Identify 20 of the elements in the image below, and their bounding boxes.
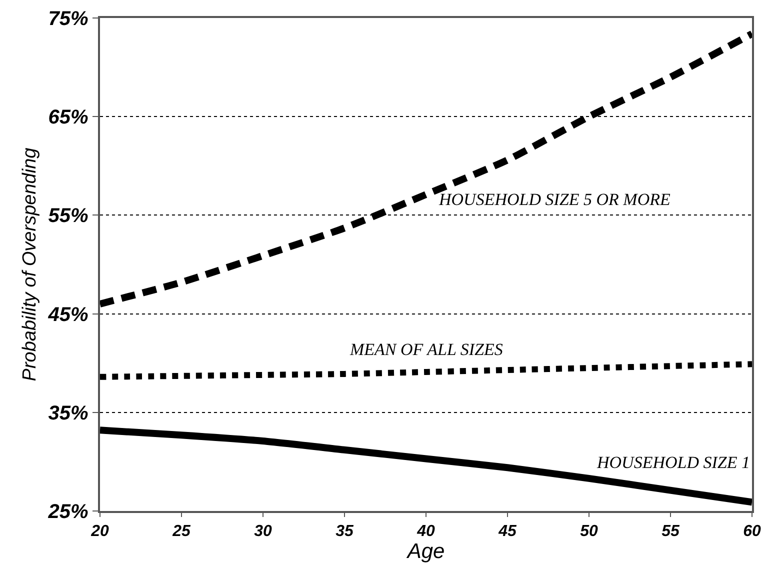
x-tick-label: 50 [580, 522, 598, 540]
y-axis-title: Probability of Overspending [20, 147, 41, 382]
y-tick-label: 65% [48, 106, 88, 129]
y-tick-label: 35% [48, 402, 88, 424]
x-tick-label: 45 [498, 522, 518, 540]
y-tick-label: 25% [47, 501, 88, 523]
y-tick-label: 75% [48, 8, 88, 30]
y-tick-label: 45% [47, 304, 88, 326]
series-label: MEAN OF ALL SIZES [349, 340, 504, 359]
x-axis-title: Age [405, 540, 445, 563]
series-label: HOUSEHOLD SIZE 5 OR MORE [438, 190, 671, 209]
series-label: HOUSEHOLD SIZE 1 [596, 453, 750, 472]
x-tick-label: 25 [172, 522, 192, 540]
y-tick-label: 55% [48, 205, 88, 228]
x-tick-label: 55 [662, 522, 680, 540]
x-tick-label: 30 [254, 522, 272, 540]
x-tick-label: 60 [743, 522, 761, 540]
x-tick-label: 40 [416, 522, 435, 540]
x-tick-label: 20 [90, 522, 109, 540]
x-tick-label: 35 [336, 522, 354, 540]
